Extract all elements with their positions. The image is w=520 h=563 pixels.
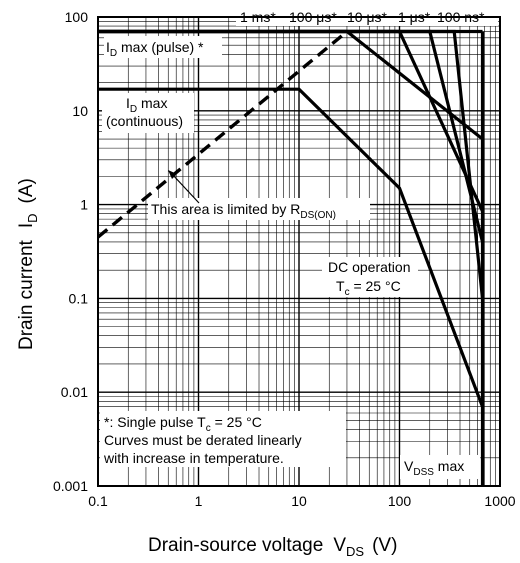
label-1us: 1 μs* bbox=[398, 9, 431, 25]
label-bg bbox=[102, 93, 194, 133]
y-tick-label: 0.1 bbox=[69, 290, 89, 306]
x-tick-label: 10 bbox=[291, 493, 307, 509]
curve-dc-operation bbox=[98, 87, 484, 408]
label-id-max-continuous: ID max bbox=[126, 95, 167, 115]
y-tick-label: 0.01 bbox=[61, 384, 88, 400]
label-100ns: 100 ns* bbox=[437, 9, 485, 25]
label-10us: 10 μs* bbox=[347, 9, 388, 25]
y-tick-label: 100 bbox=[65, 9, 89, 25]
label-100us: 100 μs* bbox=[289, 9, 337, 25]
label-vdss-max: VDSS max bbox=[404, 458, 464, 478]
x-tick-label: 1000 bbox=[484, 493, 515, 509]
y-tick-label: 0.001 bbox=[53, 478, 88, 494]
x-tick-label: 0.1 bbox=[88, 493, 108, 509]
label-backgrounds bbox=[100, 8, 498, 479]
rds-arrowhead bbox=[168, 170, 177, 179]
x-tick-label: 1 bbox=[195, 493, 203, 509]
note-derated: Curves must be derated linearly bbox=[104, 432, 302, 448]
plot-frame bbox=[97, 16, 501, 487]
label-continuous: (continuous) bbox=[106, 113, 183, 129]
label-bg bbox=[400, 455, 480, 479]
tick-labels: 0.1 1 10 100 1000 100 10 1 0.1 0.01 0.001 bbox=[53, 9, 516, 509]
curves bbox=[96, 29, 485, 486]
annotations: 1 ms* 100 μs* 10 μs* 1 μs* 100 ns* ID ma… bbox=[103, 9, 485, 478]
y-axis-title: Drain currentID(A) bbox=[16, 178, 40, 350]
curve-r-ds-on-limit bbox=[96, 30, 349, 239]
note-single-pulse: *: Single pulse Tc = 25 °C bbox=[104, 414, 262, 434]
label-1ms: 1 ms* bbox=[240, 9, 276, 25]
y-tick-label: 10 bbox=[72, 103, 88, 119]
rds-pointer-arrow bbox=[171, 173, 200, 204]
note-temperature: with increase in temperature. bbox=[103, 450, 284, 466]
y-tick-label: 1 bbox=[80, 197, 88, 213]
label-dc-operation: DC operation bbox=[328, 259, 411, 275]
label-rds-on-limit: This area is limited by RDS(ON) bbox=[151, 201, 336, 221]
label-tc: Tc = 25 °C bbox=[336, 278, 401, 298]
label-id-max-pulse: ID max (pulse) * bbox=[106, 39, 204, 59]
label-bg bbox=[104, 36, 222, 58]
x-axis-title: Drain-source voltage VDS (V) bbox=[148, 535, 397, 559]
label-bg bbox=[148, 198, 370, 220]
label-bg bbox=[100, 411, 346, 467]
label-bg bbox=[322, 257, 418, 297]
x-tick-label: 100 bbox=[388, 493, 412, 509]
